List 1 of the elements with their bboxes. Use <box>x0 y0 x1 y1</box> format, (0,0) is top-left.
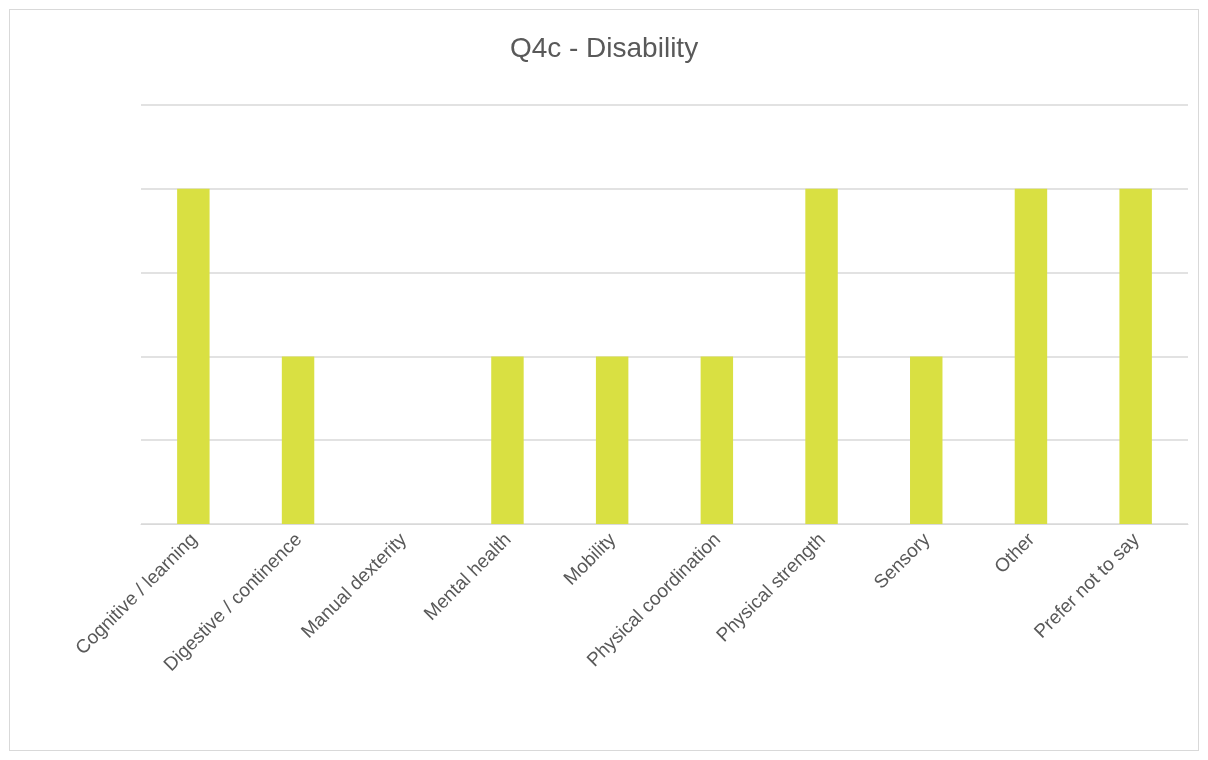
chart-title: Q4c - Disability <box>509 31 699 63</box>
